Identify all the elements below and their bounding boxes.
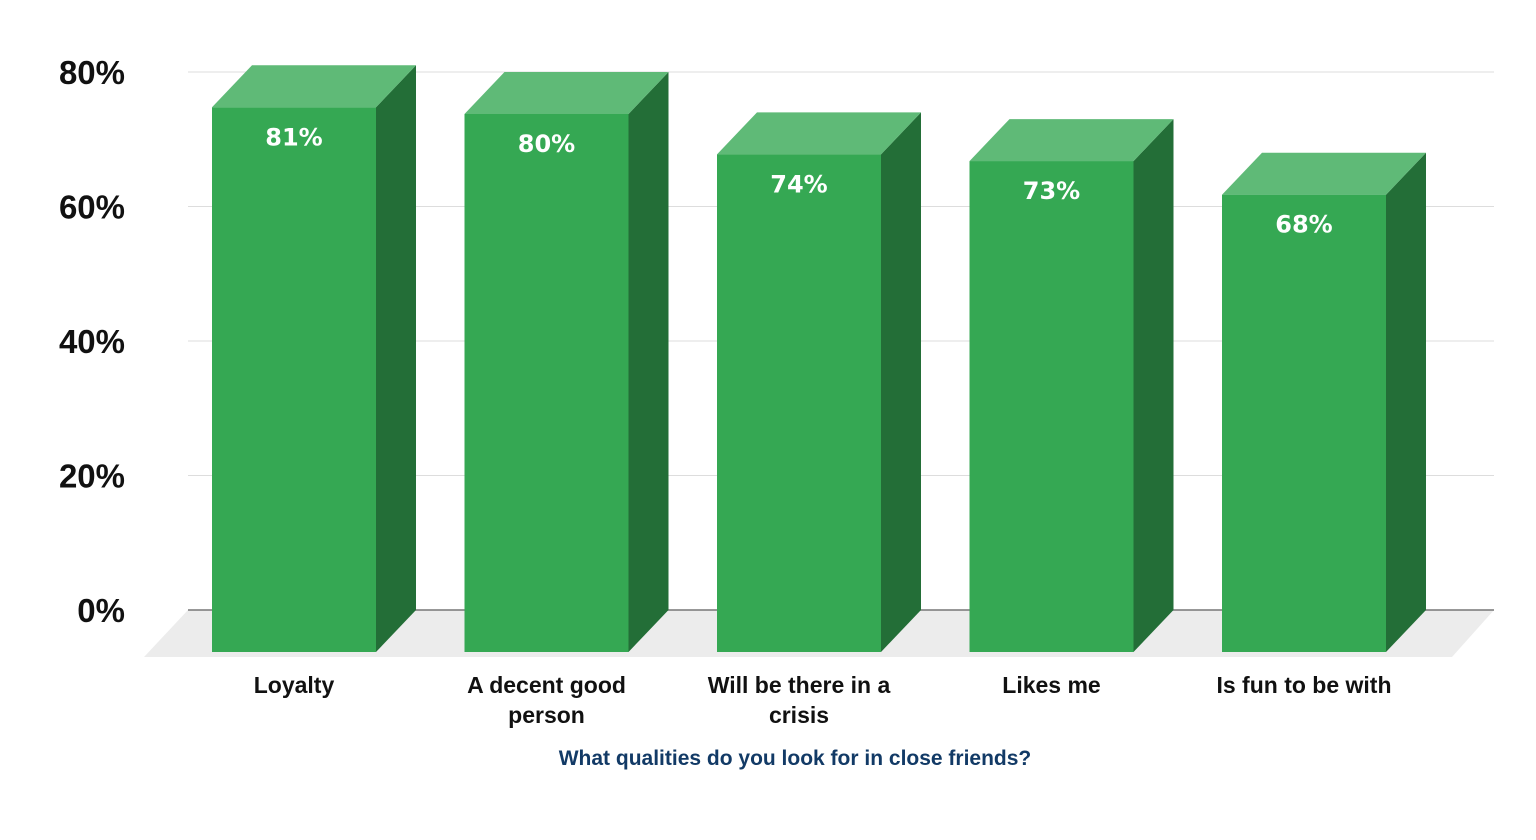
y-tick-label: 0%	[77, 592, 125, 629]
bar: 68%	[1222, 152, 1426, 652]
bar-side-face	[1133, 119, 1174, 652]
bar: 81%	[212, 65, 416, 652]
bar-front-face	[464, 114, 629, 652]
bar-front-face	[1222, 194, 1386, 652]
x-category-line: Is fun to be with	[1216, 672, 1391, 698]
bar-top-face	[464, 72, 669, 114]
bar-side-face	[881, 112, 921, 653]
x-category-line: person	[508, 702, 585, 728]
x-category-line: Likes me	[1002, 672, 1100, 698]
x-axis-title: What qualities do you look for in close …	[559, 747, 1032, 770]
x-category-label: Is fun to be with	[1216, 672, 1391, 698]
x-category-line: A decent good	[467, 672, 626, 698]
bar-side-face	[1386, 152, 1426, 652]
x-category-label: Likes me	[1002, 672, 1100, 698]
x-category-label: Loyalty	[254, 672, 335, 698]
x-category-line: Will be there in a	[708, 672, 891, 698]
x-category-label: A decent good person	[467, 672, 626, 728]
data-label: 80%	[518, 130, 575, 158]
y-tick-label: 40%	[59, 323, 125, 360]
bar-front-face	[717, 154, 881, 652]
bar: 80%	[464, 72, 669, 652]
data-label: 81%	[265, 123, 322, 151]
x-axis: Loyalty A decent good person Will be there …	[254, 672, 1392, 728]
data-label: 68%	[1275, 211, 1332, 239]
y-tick-label: 60%	[59, 189, 125, 226]
bar-top-face	[212, 65, 416, 108]
x-category-label: Will be there in a crisis	[708, 672, 891, 728]
data-label: 74%	[770, 170, 827, 198]
bar-top-face	[1222, 152, 1426, 195]
bar-top-face	[969, 119, 1174, 162]
bars: 81% 80% 74% 73% 68%	[212, 65, 1426, 653]
bar-front-face	[212, 107, 376, 652]
data-label: 73%	[1023, 177, 1080, 205]
y-tick-label: 20%	[59, 458, 125, 495]
bar: 73%	[969, 119, 1174, 652]
bar: 74%	[717, 112, 921, 653]
y-axis: 0% 20% 40% 60% 80%	[59, 54, 125, 629]
bar-side-face	[376, 65, 416, 652]
x-category-line: Loyalty	[254, 672, 335, 698]
bar-top-face	[717, 112, 921, 155]
bar-front-face	[969, 161, 1134, 652]
x-category-line: crisis	[769, 702, 829, 728]
bar-side-face	[628, 72, 669, 652]
y-tick-label: 80%	[59, 54, 125, 91]
